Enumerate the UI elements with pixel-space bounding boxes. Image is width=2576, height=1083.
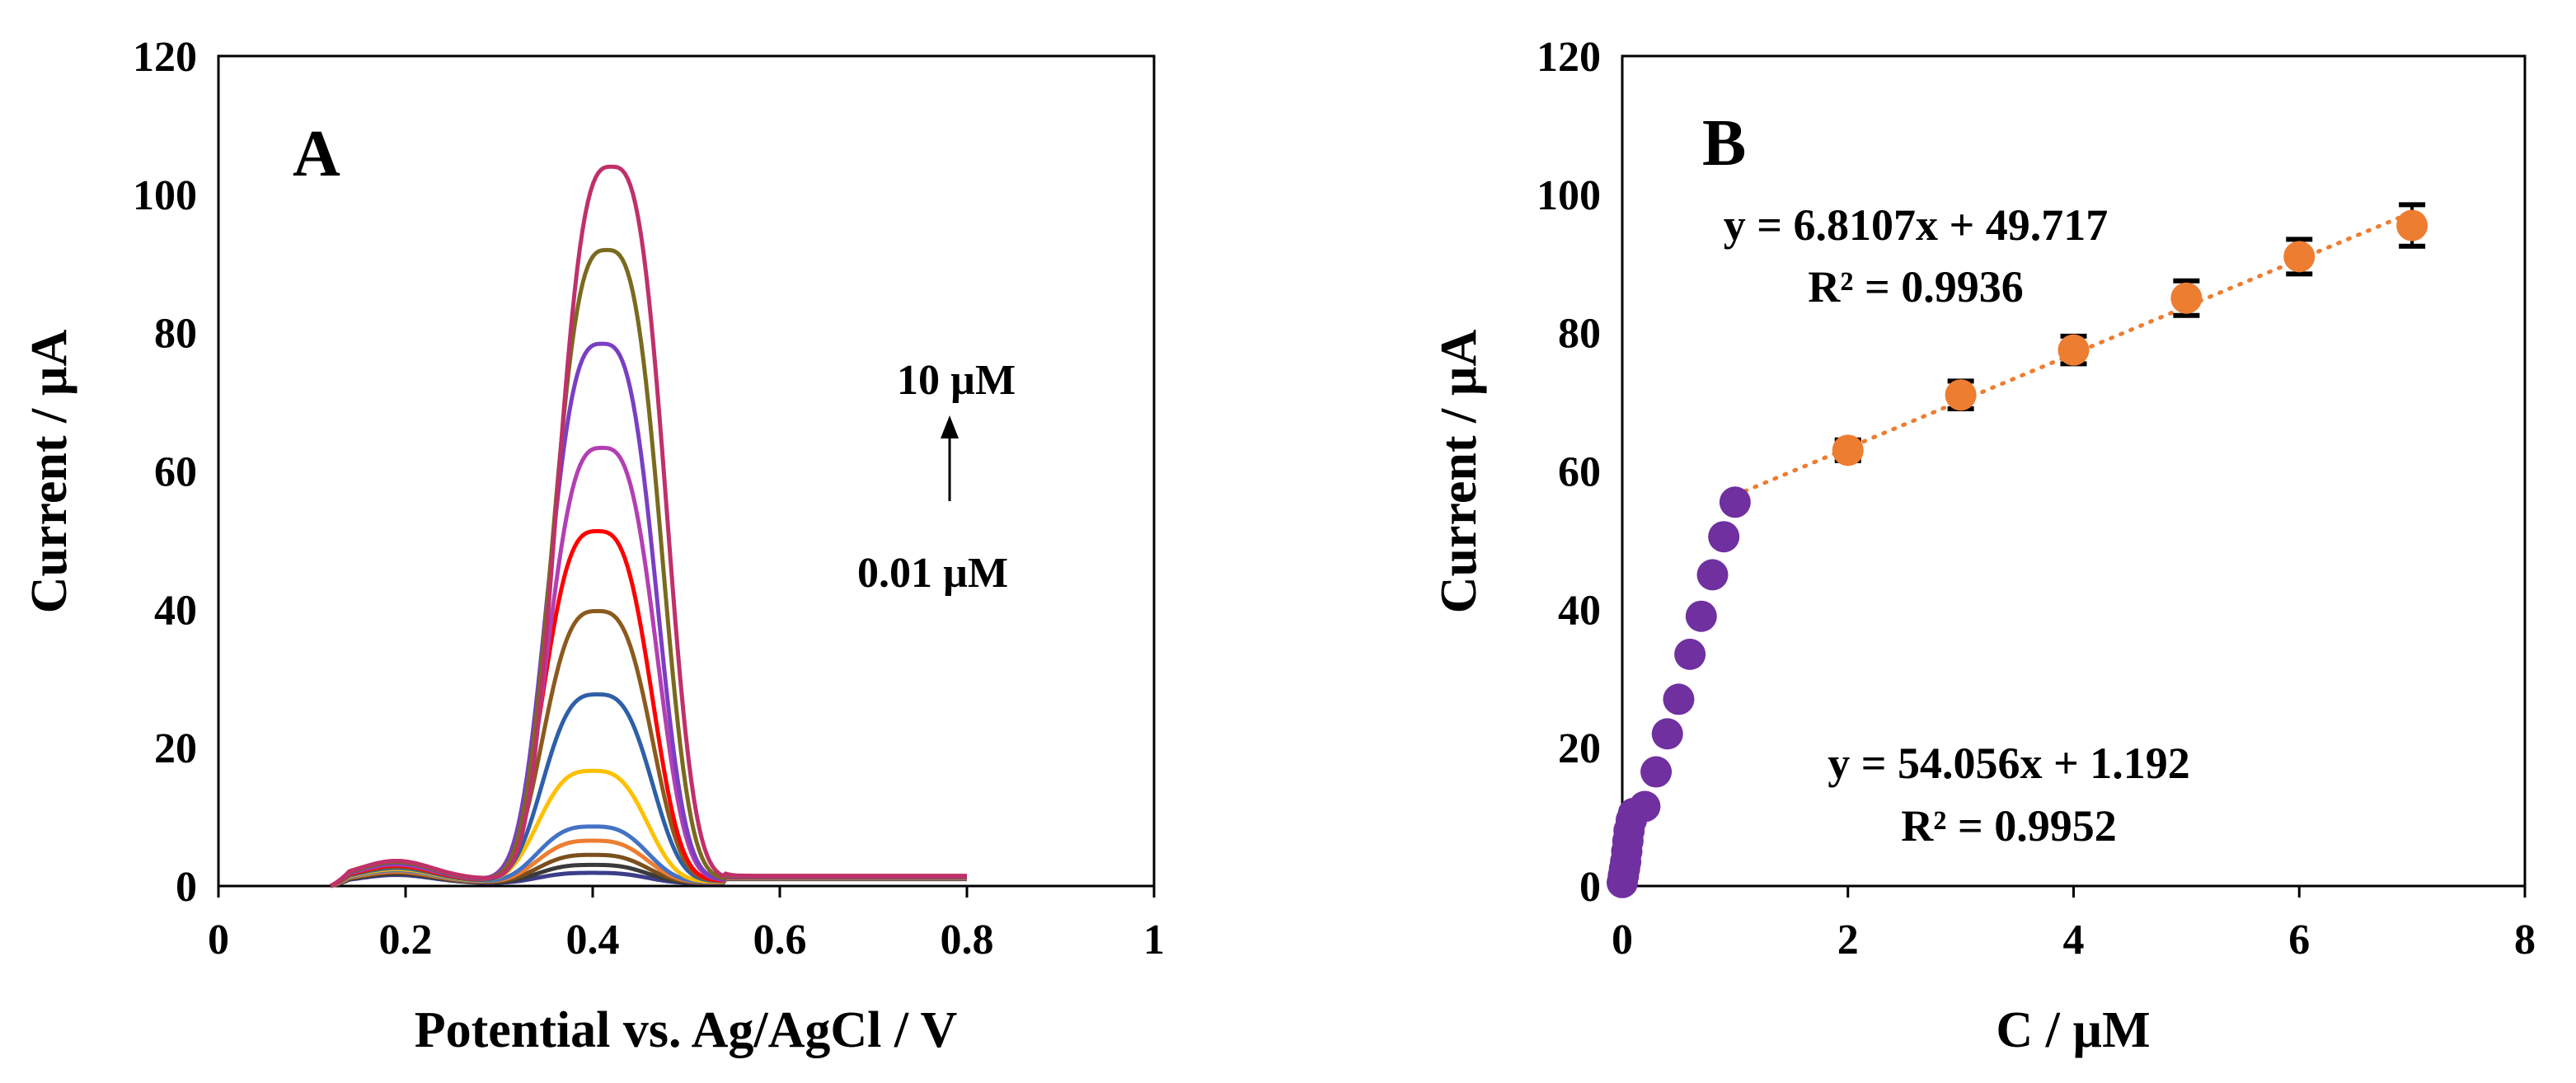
panel-a-y-tick-label: 100 <box>133 172 197 219</box>
panel-b-y-tick-label: 20 <box>1558 725 1601 772</box>
panel-a-y-tick-label: 0 <box>176 864 197 911</box>
low-range-point <box>1640 756 1673 788</box>
panel-b-x-tick-label: 0 <box>1612 917 1633 963</box>
panel-a-y-tick-label: 60 <box>154 449 197 496</box>
panel-b-label: B <box>1702 107 1746 180</box>
panel-b-y-tick-label: 80 <box>1558 311 1601 358</box>
low-range-point <box>1651 718 1683 750</box>
panel-a-x-axis-label: Potential vs. Ag/AgCl / V <box>415 1002 958 1058</box>
panel-b-chart: 0 2 4 6 8 0 20 40 60 80 100 120 B y = 6.8107x + 49… <box>1431 34 2536 1058</box>
equation-high-range: y = 6.8107x + 49.717 <box>1724 200 2109 250</box>
panel-a-y-ticks: 0 20 40 60 80 100 120 <box>133 34 197 911</box>
low-range-point <box>1629 790 1661 823</box>
panel-b-x-tick-label: 8 <box>2514 917 2536 963</box>
panel-b-x-ticks: 0 2 4 6 8 <box>1612 886 2536 963</box>
low-range-point <box>1685 600 1717 632</box>
panel-a-y-tick-label: 120 <box>133 34 197 81</box>
low-range-point <box>1696 559 1729 591</box>
panel-a-x-tick-label: 0 <box>208 917 229 963</box>
high-range-point <box>1832 434 1864 466</box>
panel-a-chart: 0 0.2 0.4 0.6 0.8 1 0 20 40 60 80 100 120 A 10 µM 0… <box>21 34 1165 1058</box>
panel-a-x-tick-label: 0.2 <box>379 917 433 963</box>
panel-b-y-axis-label: Current / µA <box>1431 330 1487 614</box>
panel-a-x-tick-label: 1 <box>1143 917 1165 963</box>
panel-a-x-tick-label: 0.4 <box>566 917 620 963</box>
panel-a-plot-frame <box>217 54 1156 888</box>
high-range-point <box>1945 379 1977 411</box>
equation-low-range: y = 54.056x + 1.192 <box>1828 738 2190 788</box>
panel-b-x-tick-label: 6 <box>2288 917 2310 963</box>
panel-a-x-tick-label: 0.8 <box>941 917 994 963</box>
r-squared-high-range: R² = 0.9936 <box>1808 262 2023 312</box>
panel-b-y-tick-label: 100 <box>1537 172 1601 219</box>
low-range-point <box>1663 683 1695 715</box>
low-range-point <box>1674 638 1706 670</box>
panel-b-y-tick-label: 120 <box>1537 34 1601 81</box>
high-range-point <box>2058 334 2090 366</box>
dpv-curve <box>330 608 967 888</box>
panel-a-y-axis-label: Current / µA <box>21 330 77 614</box>
high-range-point <box>2396 209 2428 241</box>
panel-b-x-tick-label: 2 <box>1837 917 1859 963</box>
panel-b-y-tick-label: 60 <box>1558 449 1601 496</box>
panel-a-y-tick-label: 80 <box>154 311 197 358</box>
panel-b-y-tick-label: 0 <box>1579 864 1601 911</box>
panel-b-y-tick-label: 40 <box>1558 587 1601 634</box>
panel-a-curves <box>329 164 967 888</box>
high-range-point <box>2283 241 2316 273</box>
panel-b-x-tick-label: 4 <box>2063 917 2085 963</box>
panel-a-label: A <box>293 118 340 190</box>
panel-b-points <box>1607 209 2428 898</box>
panel-b-x-axis-label: C / µM <box>1996 1002 2150 1058</box>
high-range-point <box>2170 282 2203 314</box>
annotation-bottom-concentration: 0.01 µM <box>857 550 1008 597</box>
panel-b-y-ticks: 0 20 40 60 80 100 120 <box>1537 34 1601 911</box>
annotation-top-concentration: 10 µM <box>897 357 1016 404</box>
low-range-point <box>1719 486 1751 518</box>
r-squared-low-range: R² = 0.9952 <box>1901 801 2116 851</box>
panel-a-x-tick-label: 0.6 <box>753 917 807 963</box>
panel-a-y-tick-label: 20 <box>154 725 197 772</box>
panel-a-y-tick-label: 40 <box>154 587 197 634</box>
increase-arrow-head <box>941 415 959 438</box>
panel-a-x-ticks: 0 0.2 0.4 0.6 0.8 1 <box>208 886 1165 963</box>
low-range-point <box>1708 521 1740 553</box>
dpv-curve <box>329 164 967 888</box>
